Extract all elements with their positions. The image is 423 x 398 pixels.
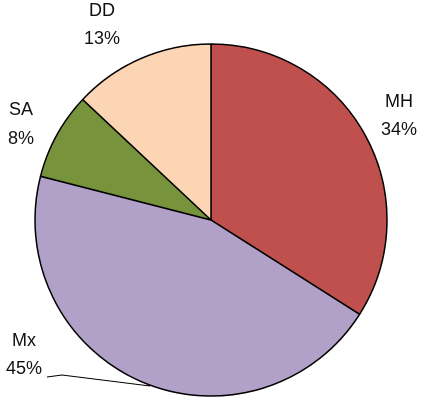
slice-category-label-sa: SA bbox=[9, 99, 33, 119]
slice-value-label-sa: 8% bbox=[8, 128, 34, 148]
slice-labels: MH 34% Mx 45% SA 8% DD 13% bbox=[6, 0, 417, 378]
slice-value-label-dd: 13% bbox=[84, 28, 120, 48]
pie-slice-sa bbox=[39, 98, 212, 221]
slice-category-label-dd: DD bbox=[89, 0, 115, 20]
slice-category-label-mx: Mx bbox=[12, 330, 36, 350]
slice-category-label-mh: MH bbox=[385, 91, 413, 111]
leader-line-mx bbox=[46, 374, 151, 387]
slice-value-label-mx: 45% bbox=[6, 358, 42, 378]
pie-slices bbox=[34, 43, 388, 397]
slice-value-label-mh: 34% bbox=[381, 119, 417, 139]
pie-slice-mx bbox=[34, 175, 361, 397]
pie-slice-dd bbox=[81, 43, 212, 221]
pie-slice-mh bbox=[210, 43, 388, 316]
leader-lines bbox=[46, 374, 151, 387]
